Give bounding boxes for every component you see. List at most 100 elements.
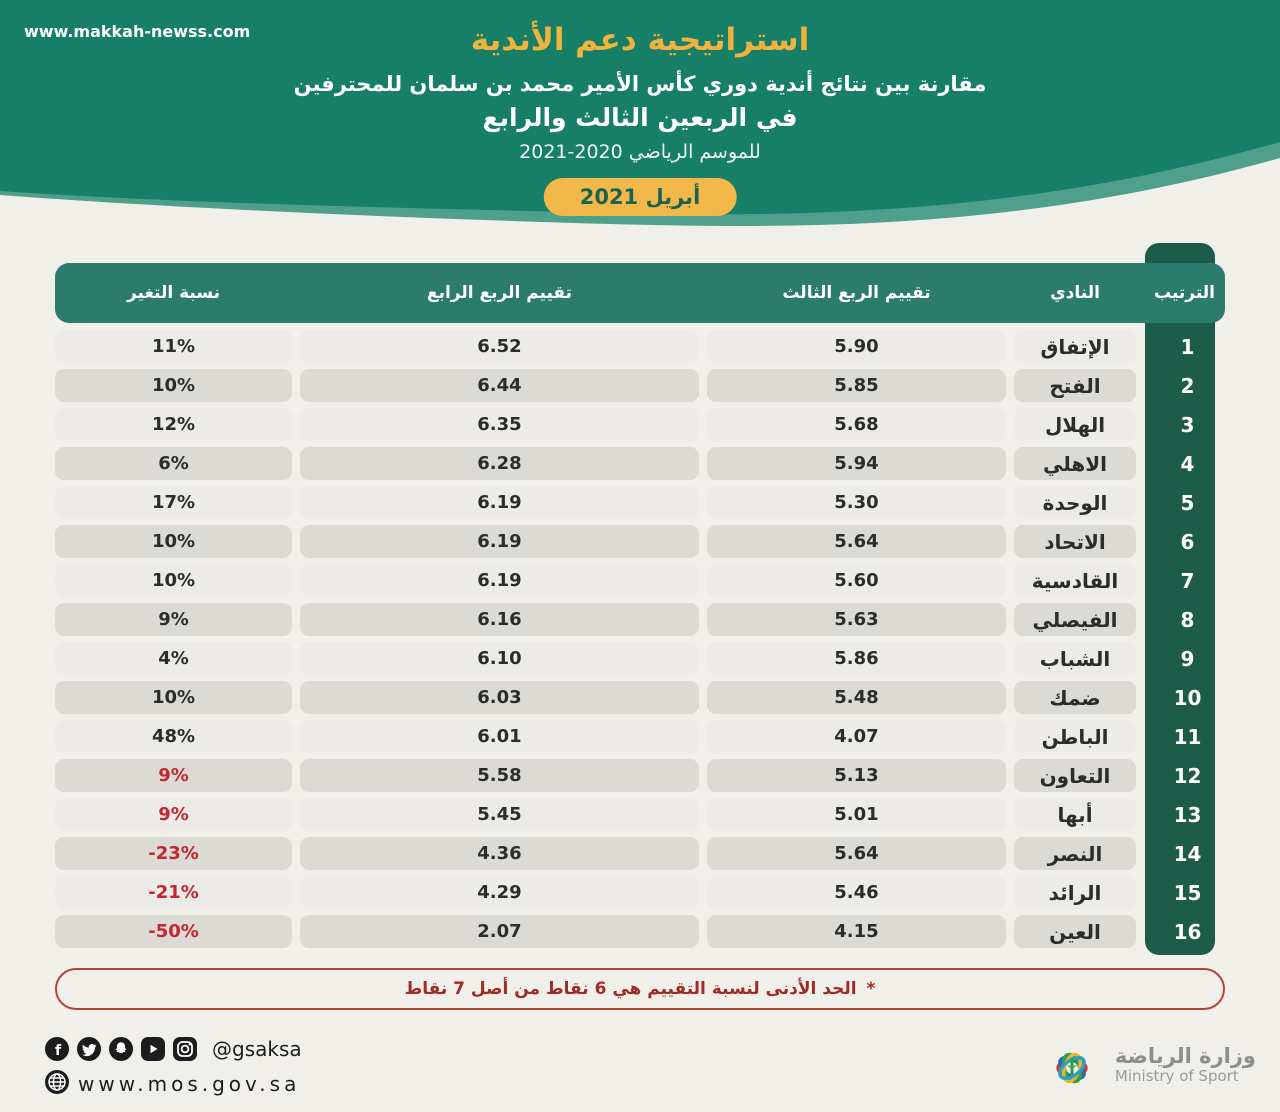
club-name-cell: أبها: [1014, 798, 1136, 831]
q3-rating-cell: 5.94: [707, 447, 1006, 480]
rank-number: 6: [1180, 529, 1195, 554]
change-percent-cell: 17%: [55, 486, 292, 519]
footnote-box: * الحد الأدنى لنسبة التقييم هي 6 نقاط من…: [55, 968, 1225, 1010]
q3-rating-cell: 4.15: [707, 915, 1006, 948]
club-name-cell: الوحدة: [1014, 486, 1136, 519]
change-percent-cell: -21%: [55, 876, 292, 909]
clubs-table: الترتيب النادي تقييم الربع الثالث تقييم …: [55, 243, 1225, 955]
table-row: 8 الفيصلي 5.63 6.16 9%: [55, 603, 1225, 636]
svg-text:f: f: [55, 1043, 62, 1059]
q4-rating-cell: 5.58: [300, 759, 699, 792]
season-label: للموسم الرياضي: [628, 141, 761, 163]
ministry-name-arabic: وزارة الرياضة: [1114, 1044, 1256, 1069]
club-name-cell: الشباب: [1014, 642, 1136, 675]
website-row: www.mos.gov.sa: [44, 1069, 302, 1099]
club-name-cell: ضمك: [1014, 681, 1136, 714]
youtube-icon: [140, 1036, 166, 1062]
rank-number: 13: [1173, 802, 1202, 827]
table-row: 10 ضمك 5.48 6.03 10%: [55, 681, 1225, 714]
rank-number: 1: [1180, 334, 1195, 359]
q3-rating-cell: 5.86: [707, 642, 1006, 675]
date-badge: أبريل 2021: [543, 178, 737, 216]
q3-rating-cell: 5.30: [707, 486, 1006, 519]
club-name-cell: الهلال: [1014, 408, 1136, 441]
club-name-cell: الاتحاد: [1014, 525, 1136, 558]
table-row: 9 الشباب 5.86 6.10 4%: [55, 642, 1225, 675]
change-percent-cell: 48%: [55, 720, 292, 753]
club-name-cell: الفتح: [1014, 369, 1136, 402]
season-years: 2021-2020: [519, 141, 623, 163]
club-name-cell: الرائد: [1014, 876, 1136, 909]
change-percent-cell: 9%: [55, 798, 292, 831]
table-row: 6 الاتحاد 5.64 6.19 10%: [55, 525, 1225, 558]
table-row: 2 الفتح 5.85 6.44 10%: [55, 369, 1225, 402]
change-percent-cell: 10%: [55, 564, 292, 597]
header-change: نسبة التغير: [126, 283, 221, 303]
club-name-cell: الاهلي: [1014, 447, 1136, 480]
change-percent-cell: -50%: [55, 915, 292, 948]
rank-number: 16: [1173, 919, 1202, 944]
change-percent-cell: 10%: [55, 681, 292, 714]
table-row: 12 التعاون 5.13 5.58 9%: [55, 759, 1225, 792]
q3-rating-cell: 5.60: [707, 564, 1006, 597]
q3-rating-cell: 5.64: [707, 525, 1006, 558]
rank-number: 15: [1173, 880, 1202, 905]
q4-rating-cell: 6.44: [300, 369, 699, 402]
facebook-icon: f: [44, 1036, 70, 1062]
header-q4: تقييم الربع الرابع: [426, 283, 573, 303]
table-header-row: الترتيب النادي تقييم الربع الثالث تقييم …: [55, 263, 1225, 323]
q3-rating-cell: 5.85: [707, 369, 1006, 402]
q3-rating-cell: 5.48: [707, 681, 1006, 714]
table-row: 13 أبها 5.01 5.45 9%: [55, 798, 1225, 831]
ministry-of-sport-logo: وزارة الرياضة Ministry of Sport: [1041, 1030, 1256, 1100]
club-name-cell: النصر: [1014, 837, 1136, 870]
table-row: 5 الوحدة 5.30 6.19 17%: [55, 486, 1225, 519]
rank-number: 5: [1180, 490, 1195, 515]
rank-number: 2: [1180, 373, 1195, 398]
club-name-cell: التعاون: [1014, 759, 1136, 792]
rank-number: 3: [1180, 412, 1195, 437]
q4-rating-cell: 6.19: [300, 525, 699, 558]
change-percent-cell: 11%: [55, 330, 292, 363]
q4-rating-cell: 6.10: [300, 642, 699, 675]
club-name-cell: الفيصلي: [1014, 603, 1136, 636]
header-q3: تقييم الربع الثالث: [782, 283, 931, 303]
q4-rating-cell: 4.36: [300, 837, 699, 870]
rank-number: 8: [1180, 607, 1195, 632]
q4-rating-cell: 6.19: [300, 564, 699, 597]
table-row: 7 القادسية 5.60 6.19 10%: [55, 564, 1225, 597]
q4-rating-cell: 6.03: [300, 681, 699, 714]
rank-number: 12: [1173, 763, 1202, 788]
table-row: 1 الإتفاق 5.90 6.52 11%: [55, 330, 1225, 363]
club-name-cell: القادسية: [1014, 564, 1136, 597]
q4-rating-cell: 4.29: [300, 876, 699, 909]
q3-rating-cell: 5.13: [707, 759, 1006, 792]
table-row: 15 الرائد 5.46 4.29 -21%: [55, 876, 1225, 909]
q3-rating-cell: 5.63: [707, 603, 1006, 636]
q3-rating-cell: 5.64: [707, 837, 1006, 870]
instagram-icon: [172, 1036, 198, 1062]
table-row: 16 العين 4.15 2.07 -50%: [55, 915, 1225, 948]
q4-rating-cell: 6.52: [300, 330, 699, 363]
rank-number: 7: [1180, 568, 1195, 593]
table-body: 1 الإتفاق 5.90 6.52 11% 2 الفتح 5.85 6.4…: [55, 330, 1225, 948]
change-percent-cell: 6%: [55, 447, 292, 480]
q3-rating-cell: 5.68: [707, 408, 1006, 441]
q3-rating-cell: 5.90: [707, 330, 1006, 363]
rank-number: 14: [1173, 841, 1202, 866]
table-row: 4 الاهلي 5.94 6.28 6%: [55, 447, 1225, 480]
footer-social-block: f @gsaksa www.mos.gov.sa: [44, 1036, 302, 1099]
club-name-cell: الإتفاق: [1014, 330, 1136, 363]
table-row: 14 النصر 5.64 4.36 -23%: [55, 837, 1225, 870]
change-percent-cell: 10%: [55, 369, 292, 402]
ministry-name: وزارة الرياضة Ministry of Sport: [1115, 1044, 1256, 1085]
snapchat-icon: [108, 1036, 134, 1062]
q4-rating-cell: 2.07: [300, 915, 699, 948]
q3-rating-cell: 5.46: [707, 876, 1006, 909]
club-name-cell: الباطن: [1014, 720, 1136, 753]
table-row: 3 الهلال 5.68 6.35 12%: [55, 408, 1225, 441]
change-percent-cell: 9%: [55, 759, 292, 792]
club-name-cell: العين: [1014, 915, 1136, 948]
hero-header: www.makkah-newss.com استراتيجية دعم الأن…: [0, 0, 1280, 240]
site-watermark: www.makkah-newss.com: [24, 22, 251, 41]
